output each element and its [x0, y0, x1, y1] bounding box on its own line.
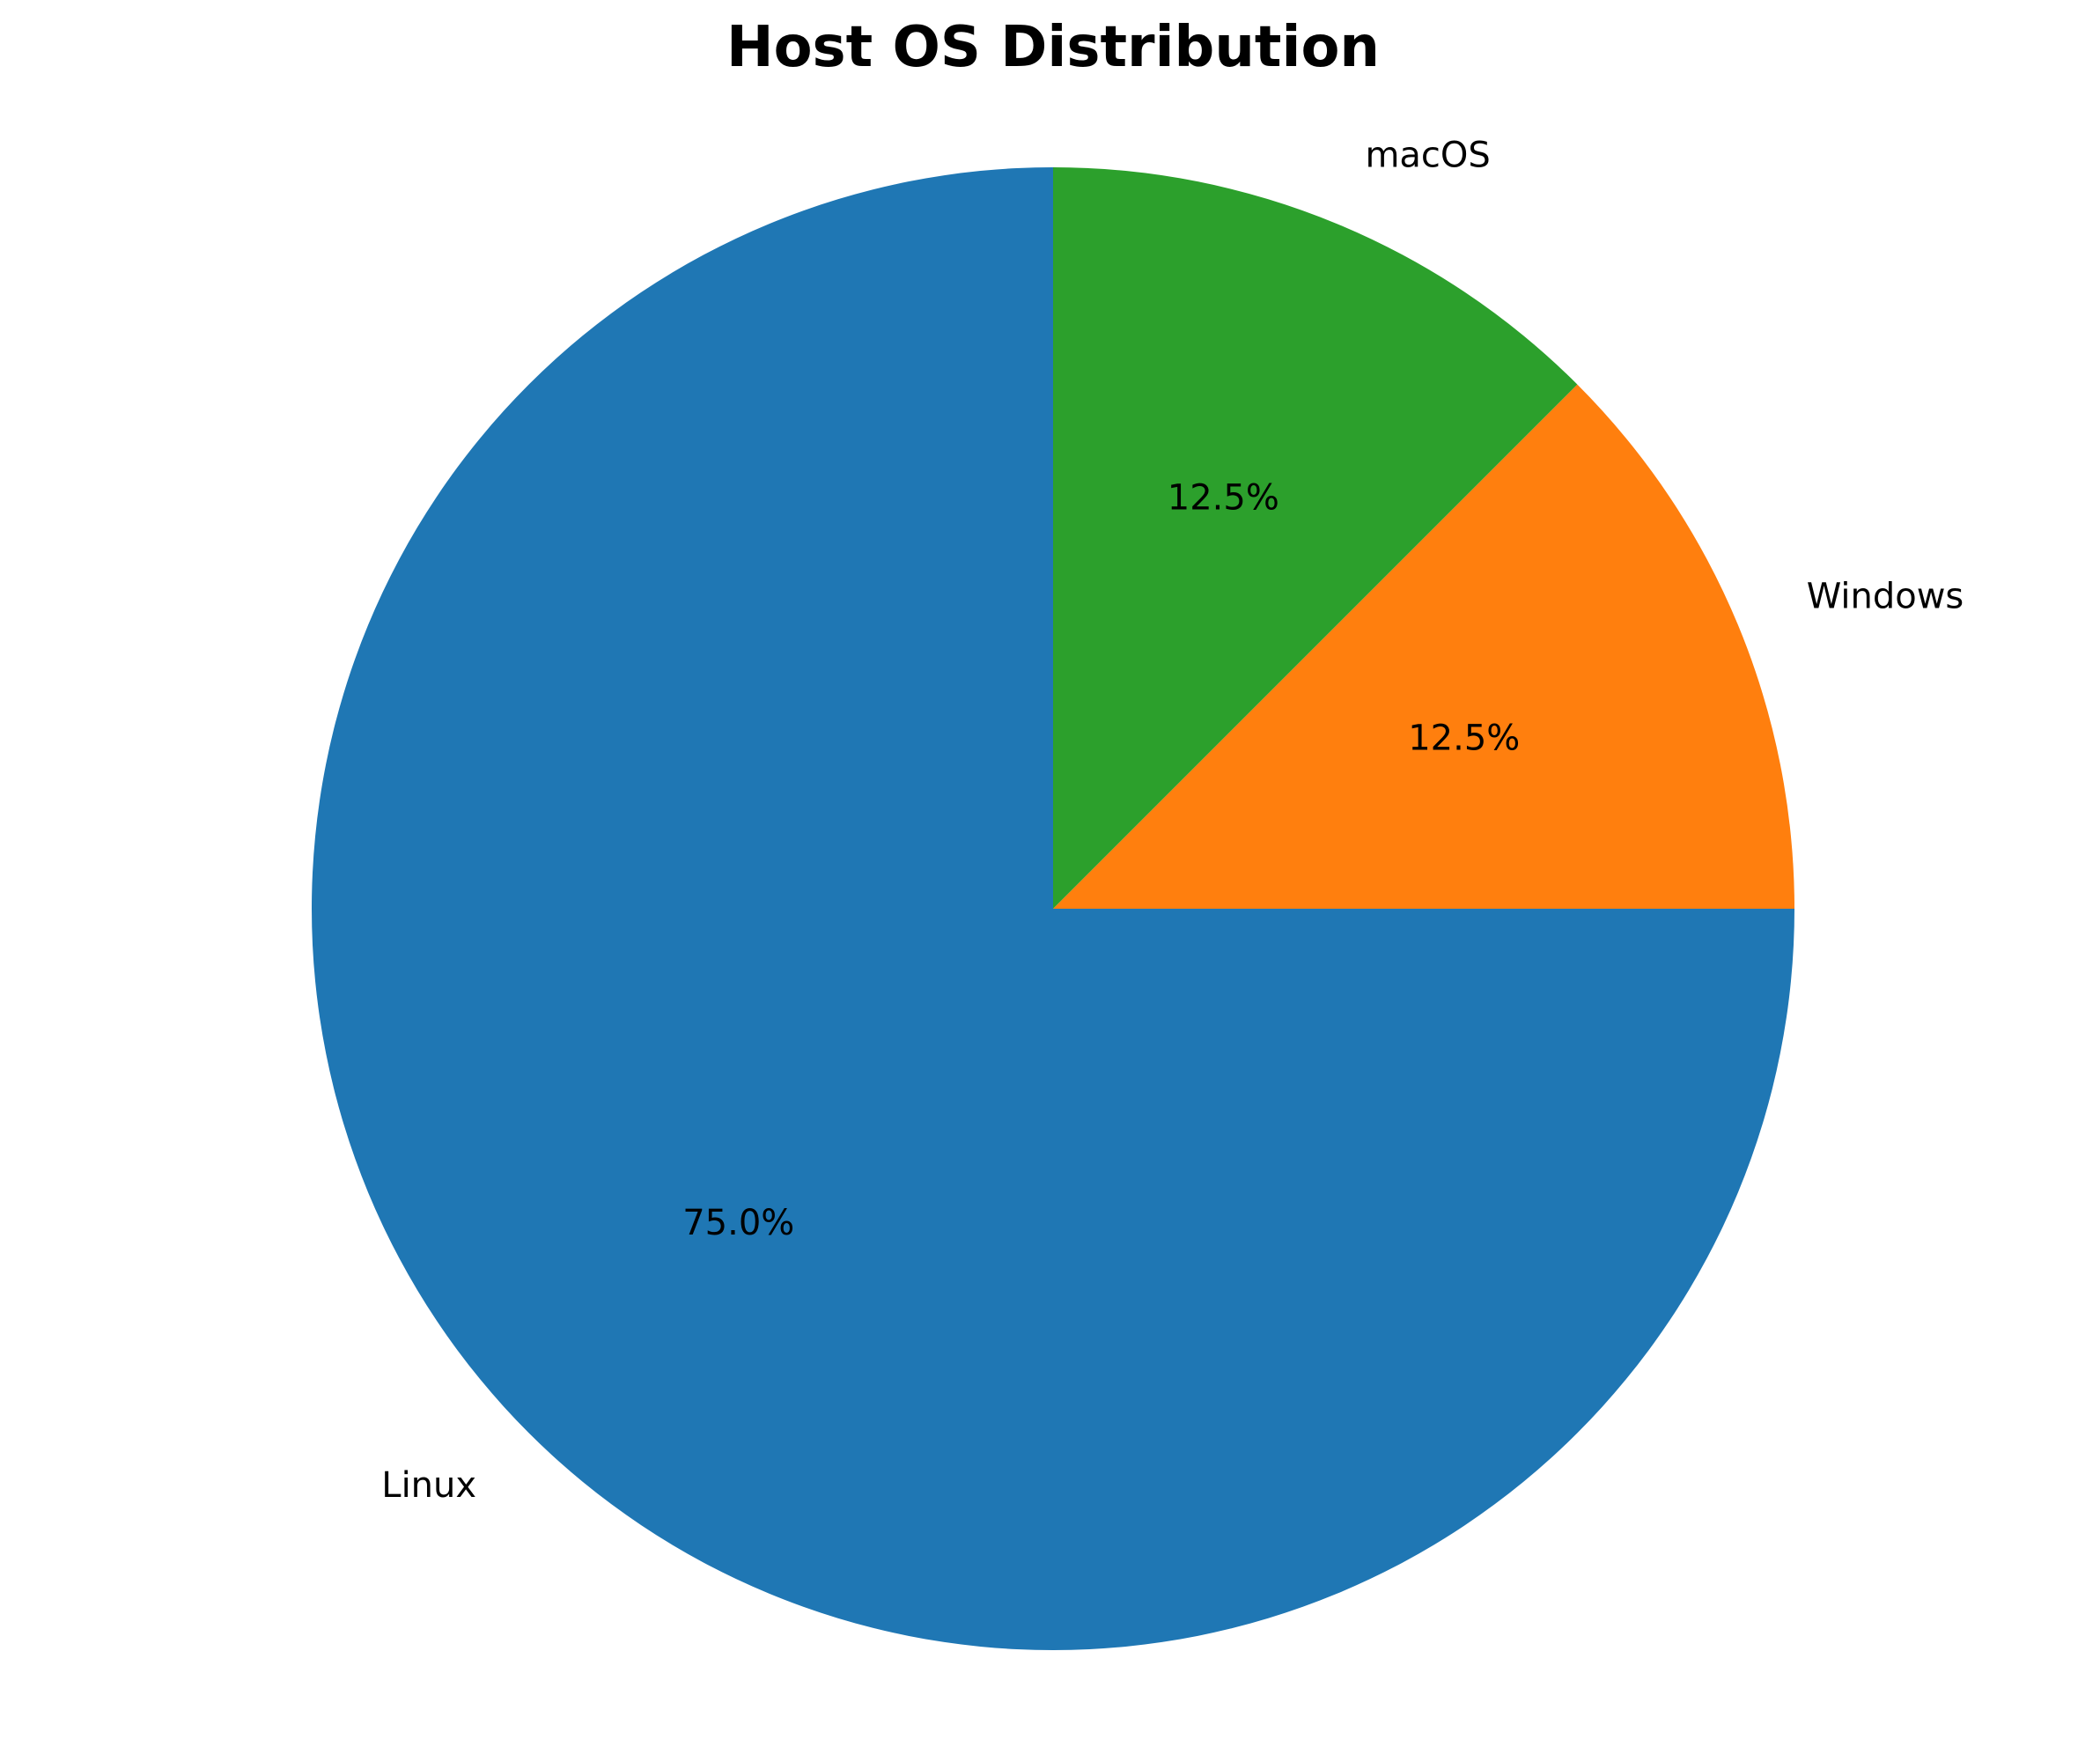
chart-title: Host OS Distribution: [726, 15, 1380, 80]
pct-label-linux: 75.0%: [682, 1203, 794, 1243]
pie-slice-windows: [1053, 384, 1794, 909]
pie-slices: [312, 167, 1794, 1650]
slice-label-windows: Windows: [1807, 577, 1964, 617]
pie-slice-macos: [1053, 167, 1578, 909]
slice-label-linux: Linux: [381, 1465, 476, 1506]
slice-label-macos: macOS: [1365, 135, 1490, 175]
pie-labels: Linux 75.0% Windows 12.5% macOS 12.5%: [381, 135, 1964, 1506]
pct-label-windows: 12.5%: [1408, 719, 1520, 759]
pct-label-macos: 12.5%: [1168, 477, 1279, 518]
